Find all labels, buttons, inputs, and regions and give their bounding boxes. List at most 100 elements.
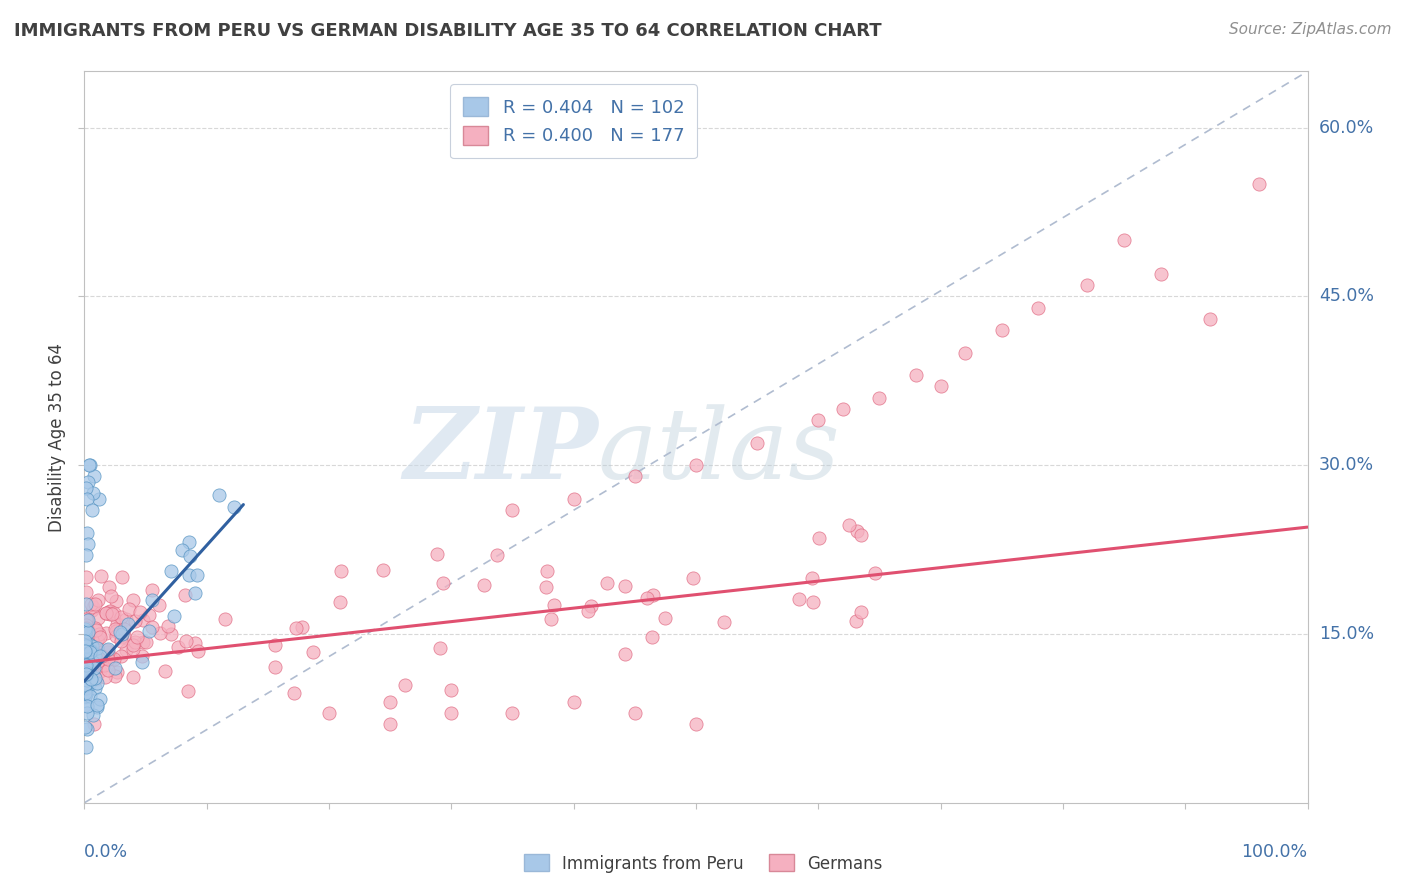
Point <box>138 608 160 623</box>
Point <box>83 671 105 685</box>
Point <box>89 665 111 679</box>
Point <box>576 604 599 618</box>
Point <box>79 646 101 660</box>
Point <box>105 616 128 631</box>
Point <box>122 638 145 652</box>
Point <box>110 630 132 644</box>
Point <box>104 623 127 637</box>
Point <box>115 643 138 657</box>
Point <box>787 592 810 607</box>
Point <box>640 631 662 645</box>
Point <box>472 578 495 592</box>
Point <box>76 656 98 670</box>
Point <box>82 486 104 500</box>
Point <box>110 618 132 632</box>
Point <box>1150 267 1173 281</box>
Point <box>76 613 98 627</box>
Point <box>96 606 118 620</box>
Point <box>157 619 180 633</box>
Point <box>86 700 108 714</box>
Point <box>89 649 111 664</box>
Point <box>112 629 135 643</box>
Point <box>76 667 98 681</box>
Point <box>117 617 139 632</box>
Point <box>76 699 98 714</box>
Point <box>80 633 103 648</box>
Point <box>84 621 107 635</box>
Point <box>222 500 245 514</box>
Point <box>77 458 100 473</box>
Point <box>76 525 98 540</box>
Point <box>97 664 120 678</box>
Point <box>73 720 96 734</box>
Point <box>208 488 231 502</box>
Point <box>75 685 97 699</box>
Point <box>540 612 562 626</box>
Point <box>86 698 108 712</box>
Point <box>75 623 97 637</box>
Point <box>76 635 98 649</box>
Point <box>685 717 707 731</box>
Point <box>486 548 509 562</box>
Point <box>75 678 97 692</box>
Text: 60.0%: 60.0% <box>1319 119 1374 136</box>
Point <box>624 469 647 483</box>
Point <box>83 669 105 683</box>
Point <box>177 567 200 582</box>
Point <box>849 606 872 620</box>
Point <box>82 655 104 669</box>
Point <box>77 537 100 551</box>
Point <box>124 614 146 628</box>
Point <box>110 648 132 663</box>
Text: 100.0%: 100.0% <box>1241 843 1308 861</box>
Point <box>562 694 585 708</box>
Point <box>76 624 98 639</box>
Point <box>75 643 97 657</box>
Point <box>991 323 1014 337</box>
Point <box>84 681 107 695</box>
Point <box>83 657 105 671</box>
Point <box>86 672 108 686</box>
Point <box>76 640 98 655</box>
Point <box>89 630 111 644</box>
Point <box>98 604 121 618</box>
Point <box>141 583 163 598</box>
Point <box>654 610 676 624</box>
Point <box>97 652 120 666</box>
Point <box>79 689 101 703</box>
Point <box>82 603 104 617</box>
Point <box>75 584 97 599</box>
Point <box>440 683 463 698</box>
Point <box>641 588 664 602</box>
Point <box>91 649 114 664</box>
Point <box>318 706 340 720</box>
Point <box>76 680 98 694</box>
Point <box>87 626 110 640</box>
Point <box>76 491 98 506</box>
Point <box>84 649 107 664</box>
Point <box>80 503 103 517</box>
Point <box>148 599 170 613</box>
Point <box>127 630 149 644</box>
Point <box>110 633 132 648</box>
Point <box>76 639 98 653</box>
Point <box>104 661 127 675</box>
Point <box>1247 177 1270 191</box>
Point <box>579 599 602 613</box>
Point <box>87 631 110 645</box>
Point <box>83 597 105 611</box>
Point <box>82 707 104 722</box>
Point <box>77 652 100 666</box>
Text: 45.0%: 45.0% <box>1319 287 1374 305</box>
Point <box>174 633 197 648</box>
Point <box>846 524 869 538</box>
Point <box>75 597 97 611</box>
Point <box>801 571 824 585</box>
Point <box>184 586 207 600</box>
Point <box>138 624 160 639</box>
Point <box>1076 278 1098 293</box>
Point <box>685 458 707 473</box>
Point <box>82 658 104 673</box>
Point <box>371 563 394 577</box>
Point <box>118 602 141 616</box>
